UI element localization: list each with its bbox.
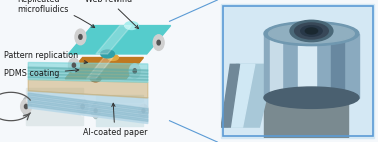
Ellipse shape (125, 22, 138, 30)
Polygon shape (28, 70, 148, 74)
Ellipse shape (79, 97, 86, 116)
Bar (264, 91, 348, 138)
Bar (26, 88, 82, 125)
Polygon shape (65, 58, 143, 79)
Polygon shape (28, 76, 148, 81)
Bar (96, 95, 144, 126)
Polygon shape (96, 26, 132, 54)
Polygon shape (28, 67, 148, 71)
Polygon shape (87, 58, 113, 79)
Polygon shape (221, 64, 275, 127)
Text: Web rewind: Web rewind (85, 0, 138, 29)
Bar (264, 88, 348, 94)
Ellipse shape (290, 20, 333, 42)
Bar (96, 103, 144, 106)
Ellipse shape (72, 63, 76, 67)
Polygon shape (28, 104, 148, 121)
Text: Replicated
microfluidics: Replicated microfluidics (17, 0, 94, 28)
Polygon shape (28, 73, 148, 78)
Ellipse shape (101, 50, 115, 58)
Bar (270, 34, 282, 98)
Ellipse shape (68, 58, 79, 72)
Ellipse shape (264, 87, 359, 108)
Ellipse shape (153, 35, 164, 50)
Ellipse shape (301, 26, 322, 36)
Ellipse shape (91, 104, 101, 117)
Polygon shape (229, 64, 255, 127)
Ellipse shape (142, 109, 145, 113)
Text: Pattern replication: Pattern replication (5, 51, 87, 64)
Ellipse shape (264, 22, 359, 46)
Text: Al-coated paper: Al-coated paper (82, 103, 147, 137)
Polygon shape (28, 80, 148, 98)
Bar (26, 97, 82, 101)
Ellipse shape (93, 103, 99, 119)
Ellipse shape (157, 40, 160, 45)
Ellipse shape (81, 104, 84, 109)
Ellipse shape (90, 76, 101, 82)
Ellipse shape (23, 97, 29, 116)
Polygon shape (28, 93, 148, 111)
Ellipse shape (269, 24, 354, 43)
Ellipse shape (141, 103, 146, 119)
Bar (264, 34, 359, 98)
Polygon shape (28, 97, 148, 114)
Ellipse shape (21, 99, 31, 114)
Bar (297, 34, 316, 98)
Ellipse shape (139, 104, 148, 117)
Text: PDMS coating: PDMS coating (5, 69, 79, 78)
Ellipse shape (77, 99, 88, 114)
Ellipse shape (94, 109, 97, 113)
Polygon shape (28, 91, 148, 124)
Ellipse shape (25, 104, 28, 109)
Ellipse shape (79, 35, 82, 39)
Ellipse shape (294, 23, 328, 39)
Ellipse shape (108, 55, 118, 60)
Polygon shape (28, 62, 148, 82)
Ellipse shape (133, 69, 136, 73)
Polygon shape (221, 64, 240, 127)
Ellipse shape (305, 28, 318, 34)
Polygon shape (28, 100, 148, 118)
Ellipse shape (75, 29, 86, 45)
Ellipse shape (129, 64, 140, 78)
Polygon shape (68, 26, 170, 54)
Bar (332, 34, 344, 98)
